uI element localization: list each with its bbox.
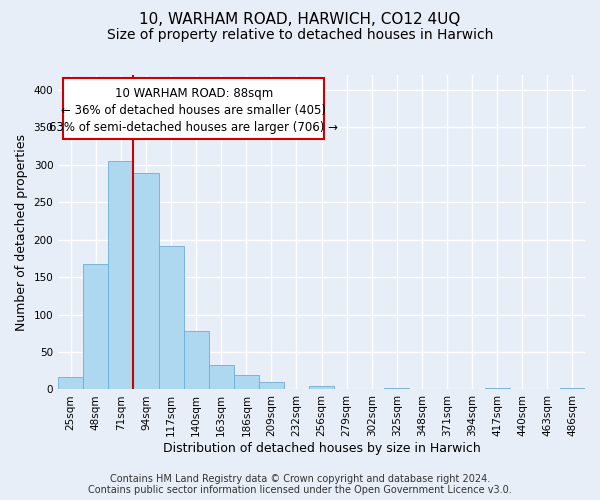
Bar bbox=[560, 388, 585, 390]
Text: Size of property relative to detached houses in Harwich: Size of property relative to detached ho… bbox=[107, 28, 493, 42]
Bar bbox=[158, 246, 184, 390]
Text: ← 36% of detached houses are smaller (405): ← 36% of detached houses are smaller (40… bbox=[61, 104, 326, 117]
Y-axis label: Number of detached properties: Number of detached properties bbox=[15, 134, 28, 330]
Text: 63% of semi-detached houses are larger (706) →: 63% of semi-detached houses are larger (… bbox=[49, 120, 338, 134]
Bar bbox=[133, 173, 158, 390]
Bar bbox=[83, 264, 109, 390]
Bar bbox=[485, 388, 510, 390]
Text: 10 WARHAM ROAD: 88sqm: 10 WARHAM ROAD: 88sqm bbox=[115, 87, 273, 100]
Text: Contains public sector information licensed under the Open Government Licence v3: Contains public sector information licen… bbox=[88, 485, 512, 495]
FancyBboxPatch shape bbox=[64, 78, 324, 140]
Bar bbox=[184, 331, 209, 390]
Text: 10, WARHAM ROAD, HARWICH, CO12 4UQ: 10, WARHAM ROAD, HARWICH, CO12 4UQ bbox=[139, 12, 461, 28]
X-axis label: Distribution of detached houses by size in Harwich: Distribution of detached houses by size … bbox=[163, 442, 481, 455]
Bar bbox=[234, 375, 259, 390]
Text: Contains HM Land Registry data © Crown copyright and database right 2024.: Contains HM Land Registry data © Crown c… bbox=[110, 474, 490, 484]
Bar bbox=[209, 366, 234, 390]
Bar bbox=[58, 376, 83, 390]
Bar bbox=[109, 161, 133, 390]
Bar bbox=[385, 388, 409, 390]
Bar bbox=[259, 382, 284, 390]
Bar bbox=[309, 386, 334, 390]
